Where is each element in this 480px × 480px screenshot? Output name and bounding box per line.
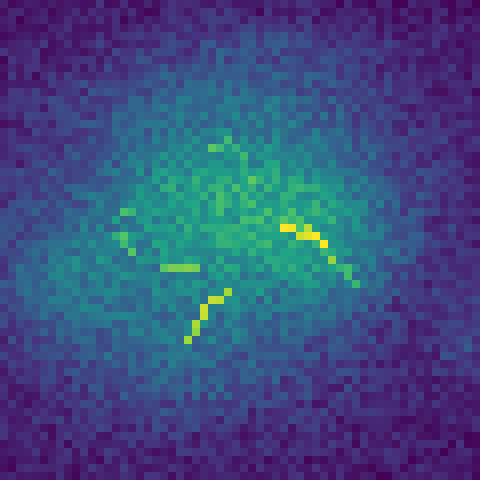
- heatmap-stage: [0, 0, 480, 480]
- heatmap-canvas: [0, 0, 480, 480]
